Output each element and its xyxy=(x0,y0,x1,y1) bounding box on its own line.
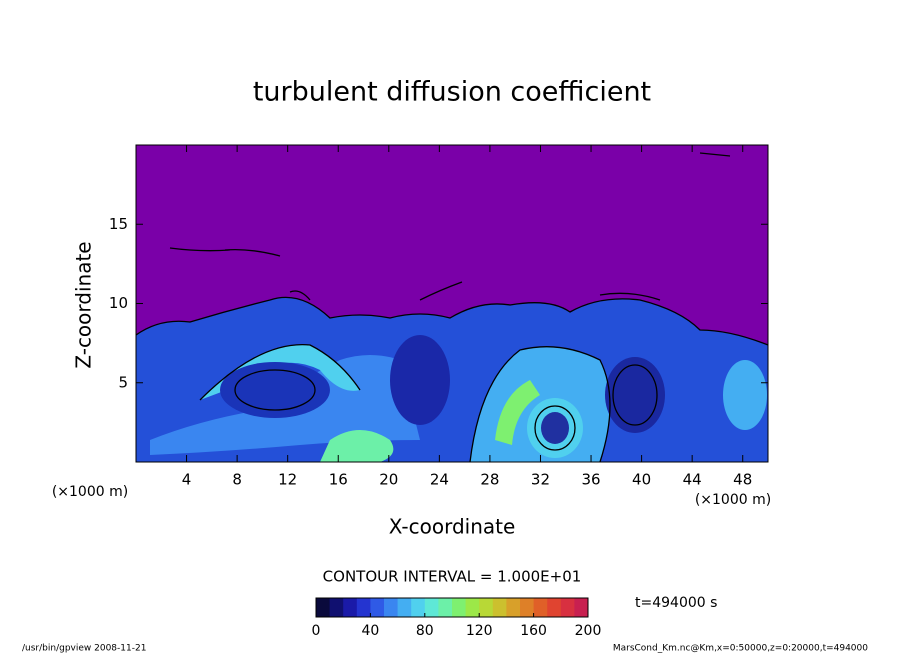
contour-interval: CONTOUR INTERVAL = 1.000E+01 xyxy=(323,568,582,586)
x-axis-title: X-coordinate xyxy=(389,515,516,539)
x-tick-label: 8 xyxy=(232,471,242,489)
field-band xyxy=(320,430,394,462)
colorbar-swatch xyxy=(520,598,535,617)
x-tick-label: 32 xyxy=(531,471,550,489)
x-tick-label: 20 xyxy=(379,471,398,489)
colorbar-swatch xyxy=(397,598,412,617)
colorbar-frame xyxy=(315,597,589,618)
x-tick-label: 48 xyxy=(733,471,752,489)
footer-left: /usr/bin/gpview 2008-11-21 xyxy=(22,644,146,654)
colorbar-swatch xyxy=(465,598,480,617)
x-tick-label: 12 xyxy=(278,471,297,489)
x-tick-label: 24 xyxy=(430,471,449,489)
colorbar-swatch xyxy=(560,598,575,617)
colorbar-swatch xyxy=(438,598,453,617)
field-blob xyxy=(605,357,665,433)
colorbar-swatch xyxy=(356,598,371,617)
contour-lines xyxy=(135,152,769,463)
colorbar-swatch xyxy=(492,598,507,617)
x-tick-label: 28 xyxy=(480,471,499,489)
field-blob xyxy=(541,412,569,444)
colorbar-swatch xyxy=(411,598,426,617)
field-blob xyxy=(723,360,767,430)
colorbar-swatch xyxy=(384,598,399,617)
x-tick-label: 36 xyxy=(581,471,600,489)
colorbar-swatch xyxy=(424,598,439,617)
x-tick-label: 40 xyxy=(632,471,651,489)
colorbar-swatch xyxy=(452,598,467,617)
y-tick-label: 15 xyxy=(109,215,128,233)
y-tick-label: 5 xyxy=(118,373,128,391)
colorbar-swatch xyxy=(533,598,548,617)
field xyxy=(135,145,769,463)
y-axis-title: Z-coordinate xyxy=(72,241,96,368)
field-band xyxy=(200,344,360,400)
x-tick-label: 16 xyxy=(329,471,348,489)
colorbar-swatch xyxy=(506,598,521,617)
chart-title: turbulent diffusion coefficient xyxy=(253,77,651,108)
colorbar-swatch xyxy=(343,598,358,617)
colorbar-swatch xyxy=(547,598,562,617)
x-unit-label: (×1000 m) xyxy=(695,492,771,508)
colorbar-swatch xyxy=(574,598,589,617)
x-tick-label: 4 xyxy=(182,471,192,489)
field-band xyxy=(495,380,540,445)
colorbar-swatch xyxy=(329,598,344,617)
y-unit-label: (×1000 m) xyxy=(52,484,128,500)
colorbar-tick-label: 160 xyxy=(520,623,547,639)
time-label: t=494000 s xyxy=(635,595,717,611)
colorbar-tick-label: 0 xyxy=(312,623,321,639)
colorbar-tick-label: 200 xyxy=(575,623,602,639)
colorbar-swatch xyxy=(370,598,385,617)
colorbar-swatch xyxy=(316,598,331,617)
colorbar-tick-label: 80 xyxy=(416,623,434,639)
colorbar-swatch xyxy=(479,598,494,617)
footer-right: MarsCond_Km.nc@Km,x=0:50000,z=0:20000,t=… xyxy=(613,644,868,654)
colorbar-tick-label: 120 xyxy=(466,623,493,639)
field-blob xyxy=(390,335,450,425)
colorbar-tick-label: 40 xyxy=(361,623,379,639)
x-tick-label: 44 xyxy=(683,471,702,489)
y-tick-label: 10 xyxy=(109,294,128,312)
